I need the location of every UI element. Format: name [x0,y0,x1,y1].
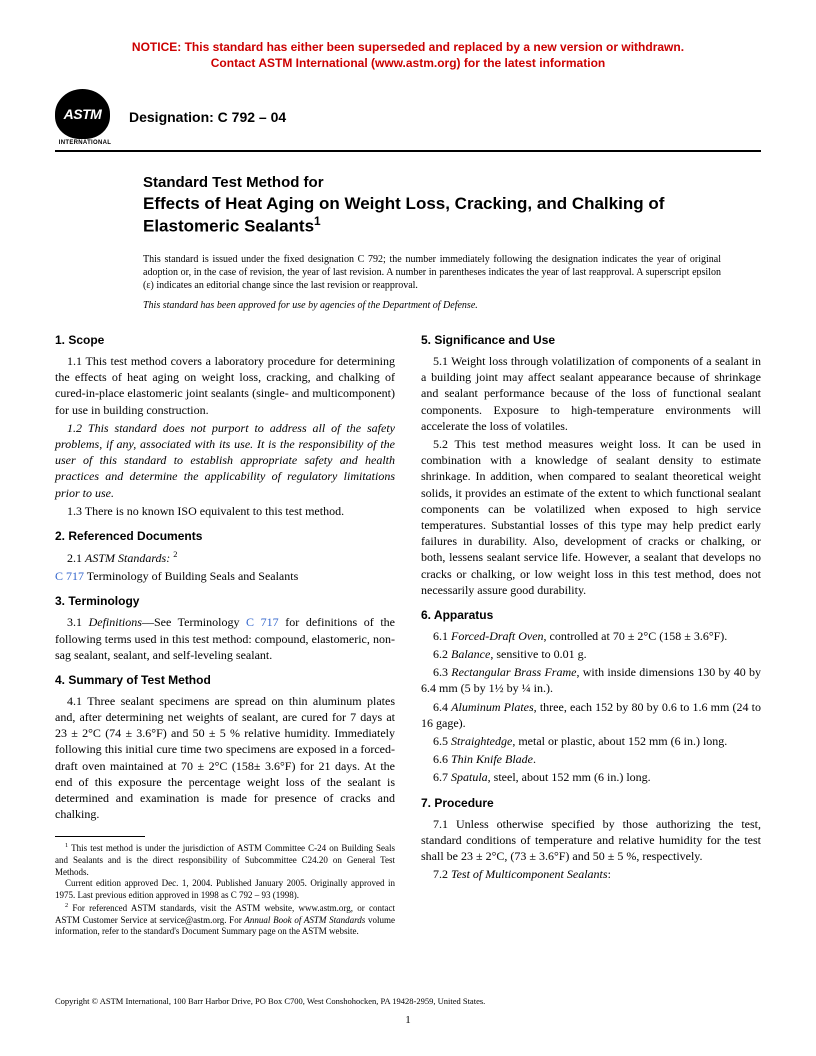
section-6-head: 6. Apparatus [421,608,761,622]
p63-term: Rectangular Brass Frame [451,665,576,679]
p64-term: Aluminum Plates [451,700,534,714]
section-2-head: 2. Referenced Documents [55,529,395,543]
para-5-1: 5.1 Weight loss through volatilization o… [421,353,761,434]
para-1-1: 1.1 This test method covers a laboratory… [55,353,395,418]
title-block: Standard Test Method for Effects of Heat… [143,174,761,237]
section-1-head: 1. Scope [55,333,395,347]
p66-term: Thin Knife Blade [451,752,533,766]
section-5-head: 5. Significance and Use [421,333,761,347]
para-7-2: 7.2 Test of Multicomponent Sealants: [421,866,761,882]
notice-line2: Contact ASTM International (www.astm.org… [211,56,605,70]
para-1-3: 1.3 There is no known ISO equivalent to … [55,503,395,519]
notice-banner: NOTICE: This standard has either been su… [55,40,761,71]
fn1-text: This test method is under the jurisdicti… [55,843,395,876]
designation: Designation: C 792 – 04 [129,109,286,125]
para-7-1: 7.1 Unless otherwise specified by those … [421,816,761,865]
para-6-6: 6.6 Thin Knife Blade. [421,751,761,767]
copyright: Copyright © ASTM International, 100 Barr… [55,996,485,1006]
section-4-head: 4. Summary of Test Method [55,673,395,687]
para-1-2: 1.2 This standard does not purport to ad… [55,420,395,501]
p61-num: 6.1 [433,629,451,643]
page-number: 1 [0,1014,816,1026]
para-6-2: 6.2 Balance, sensitive to 0.01 g. [421,646,761,662]
p72-rest: : [608,867,611,881]
logo-text: ASTM [64,106,102,122]
link-c717-2[interactable]: C 717 [246,615,279,629]
para-6-1: 6.1 Forced-Draft Oven, controlled at 70 … [421,628,761,644]
footnote-2: 2 For referenced ASTM standards, visit t… [55,902,395,938]
issuance-note: This standard is issued under the fixed … [143,253,721,292]
p61-rest: , controlled at 70 ± 2°C (158 ± 3.6°F). [544,629,728,643]
section-7-head: 7. Procedure [421,796,761,810]
title-footnote-ref: 1 [314,214,321,228]
footnote-1: 1 This test method is under the jurisdic… [55,842,395,878]
notice-line1: NOTICE: This standard has either been su… [132,40,684,54]
p72-term: Test of Multicomponent Sealants [451,867,608,881]
p67-num: 6.7 [433,770,451,784]
para-2-1: 2.1 ASTM Standards: 2 [55,549,395,566]
p61-term: Forced-Draft Oven [451,629,544,643]
title-intro: Standard Test Method for [143,174,761,193]
astm-logo: ASTM INTERNATIONAL [55,89,115,144]
p66-num: 6.6 [433,752,451,766]
header: ASTM INTERNATIONAL Designation: C 792 – … [55,89,761,144]
fn2-ref: 2 [173,550,177,559]
p21-num: 2.1 [67,551,85,565]
p72-num: 7.2 [433,867,451,881]
header-rule [55,150,761,152]
p62-rest: , sensitive to 0.01 g. [490,647,586,661]
para-3-1: 3.1 Definitions—See Terminology C 717 fo… [55,614,395,663]
footnote-rule [55,836,145,837]
p31-b: —See Terminology [142,615,246,629]
left-column: 1. Scope 1.1 This test method covers a l… [55,333,395,938]
para-6-3: 6.3 Rectangular Brass Frame, with inside… [421,664,761,696]
footnote-1b: Current edition approved Dec. 1, 2004. P… [55,878,395,901]
p31-def: Definitions [89,615,142,629]
p65-num: 6.5 [433,734,451,748]
para-6-4: 6.4 Aluminum Plates, three, each 152 by … [421,699,761,731]
p65-term: Straightedge [451,734,512,748]
para-4-1: 4.1 Three sealant specimens are spread o… [55,693,395,823]
logo-badge: ASTM [55,89,110,139]
p31-num: 3.1 [67,615,89,629]
body-columns: 1. Scope 1.1 This test method covers a l… [55,333,761,938]
p64-num: 6.4 [433,700,451,714]
fn2-b: Annual Book of ASTM Standards [244,915,365,925]
para-6-5: 6.5 Straightedge, metal or plastic, abou… [421,733,761,749]
p67-rest: , steel, about 152 mm (6 in.) long. [488,770,651,784]
logo-subtext: INTERNATIONAL [55,140,115,146]
para-5-2: 5.2 This test method measures weight los… [421,436,761,598]
title-main: Effects of Heat Aging on Weight Loss, Cr… [143,193,761,237]
ref-c717-text: Terminology of Building Seals and Sealan… [84,569,298,583]
link-c717[interactable]: C 717 [55,569,84,583]
p62-term: Balance [451,647,490,661]
p65-rest: , metal or plastic, about 152 mm (6 in.)… [512,734,727,748]
p63-num: 6.3 [433,665,451,679]
title-main-text: Effects of Heat Aging on Weight Loss, Cr… [143,194,664,236]
ref-c717: C 717 Terminology of Building Seals and … [55,568,395,584]
section-3-head: 3. Terminology [55,594,395,608]
p66-rest: . [533,752,536,766]
p67-term: Spatula [451,770,488,784]
p62-num: 6.2 [433,647,451,661]
dod-note: This standard has been approved for use … [143,300,761,311]
right-column: 5. Significance and Use 5.1 Weight loss … [421,333,761,938]
para-6-7: 6.7 Spatula, steel, about 152 mm (6 in.)… [421,769,761,785]
p21-text: ASTM Standards: [85,551,170,565]
